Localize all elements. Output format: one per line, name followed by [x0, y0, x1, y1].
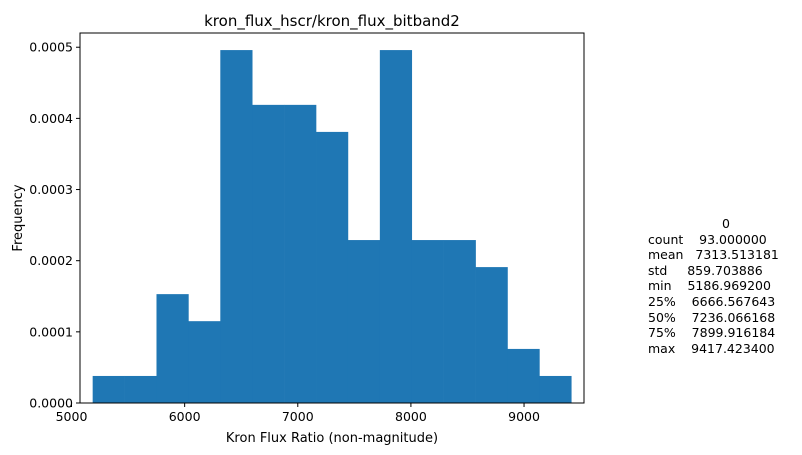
stats-row: 50% 7236.066168: [648, 309, 776, 325]
y-tick-label-4: 0.0004: [29, 111, 73, 126]
x-tick-label-2: 7000: [282, 409, 314, 424]
y-tick-label-3: 0.0003: [29, 182, 73, 197]
x-axis-label: Kron Flux Ratio (non-magnitude): [226, 431, 438, 446]
histogram-bar-5: [252, 104, 285, 403]
histogram-bar-3: [188, 321, 221, 403]
y-axis: 0.0000 0.0001 0.0002 0.0003 0.0004 0.0005: [29, 40, 80, 411]
x-tick-label-0: 5000: [56, 409, 88, 424]
histogram-bar-9: [379, 50, 413, 403]
histogram-bar-0: [92, 375, 125, 403]
histogram-chart: kron_flux_hscr/kron_flux_bitband2 5000 60…: [11, 12, 585, 446]
y-tick-label-5: 0.0005: [29, 40, 73, 55]
histogram-bars: [92, 50, 572, 403]
y-tick-label-0: 0.0000: [29, 396, 73, 411]
histogram-bar-10: [411, 240, 444, 403]
x-tick-label-3: 8000: [395, 409, 427, 424]
x-axis: 5000 6000 7000 8000 9000: [56, 403, 540, 424]
plot-frame: [79, 32, 585, 404]
stats-row: 25% 6666.567643: [648, 293, 776, 309]
y-axis-label: Frequency: [11, 184, 26, 251]
histogram-bar-4: [220, 50, 253, 403]
histogram-bar-11: [443, 240, 476, 403]
stats-row: count 93.000000: [648, 231, 767, 247]
stats-row: min 5186.969200: [648, 278, 771, 294]
y-tick-label-1: 0.0001: [29, 324, 73, 339]
stats-row: 75% 7899.916184: [648, 325, 776, 341]
summary-statistics: 0 count 93.000000 mean 7313.513181 std 859…: [648, 216, 779, 356]
stats-row: mean 7313.513181: [648, 247, 779, 263]
histogram-bar-2: [156, 294, 189, 403]
histogram-bar-1: [124, 375, 157, 403]
histogram-bar-14: [539, 375, 572, 403]
stats-header: 0: [722, 216, 730, 231]
y-tick-label-2: 0.0002: [29, 253, 73, 268]
histogram-bar-7: [316, 131, 349, 403]
stats-row: max 9417.423400: [648, 340, 775, 356]
histogram-bar-8: [347, 240, 381, 403]
x-tick-label-4: 9000: [508, 409, 540, 424]
x-tick-label-1: 6000: [169, 409, 201, 424]
histogram-bar-6: [284, 104, 317, 403]
histogram-bar-13: [507, 348, 540, 403]
stats-row: std 859.703886: [648, 262, 763, 278]
histogram-bar-12: [475, 267, 508, 403]
chart-title: kron_flux_hscr/kron_flux_bitband2: [204, 12, 460, 31]
